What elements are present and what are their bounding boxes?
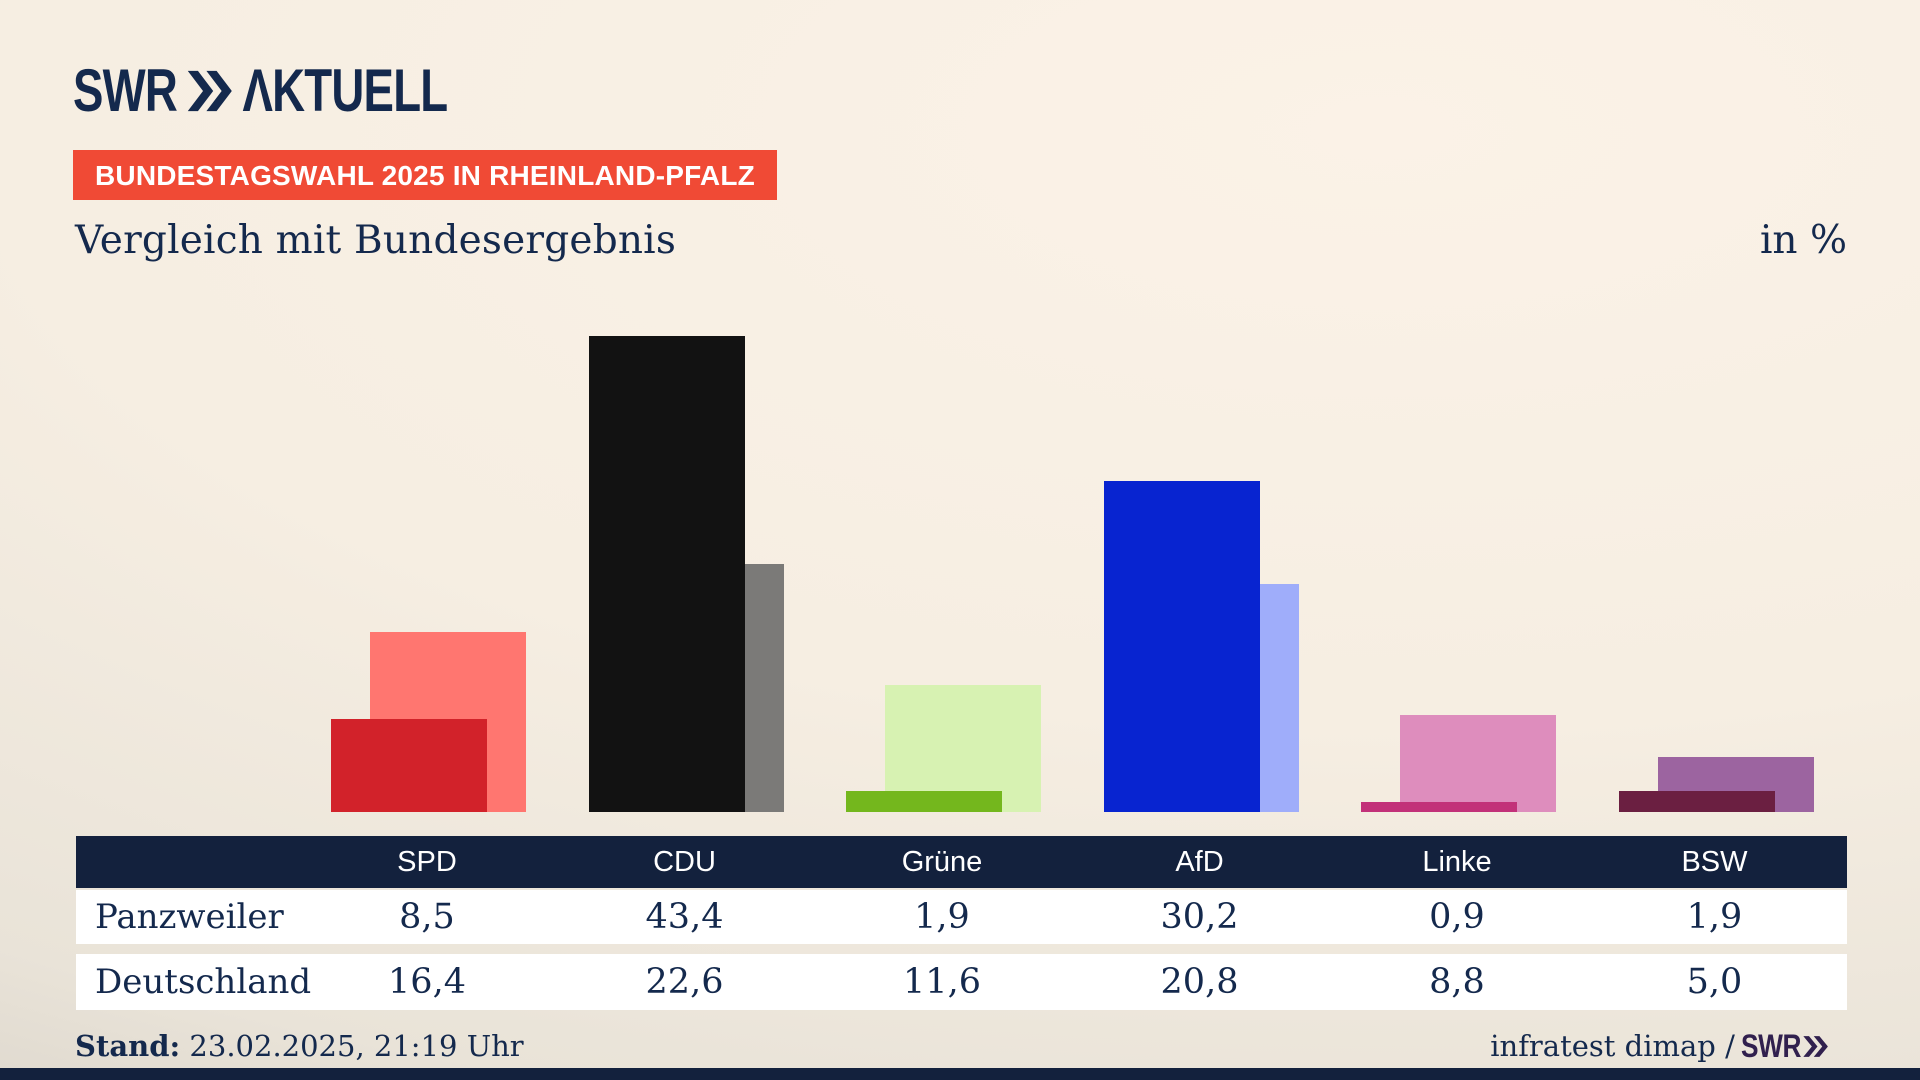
swr-footer-logo: SWR [1741, 1028, 1828, 1065]
cell-panzweiler-spd: 8,5 [399, 897, 455, 937]
table-row-panzweiler: Panzweiler 8,5 43,4 1,9 30,2 0,9 1,9 [76, 890, 1847, 944]
bar-spd-panzweiler [331, 719, 487, 812]
cell-deutschland-afd: 20,8 [1160, 962, 1239, 1002]
cell-deutschland-spd: 16,4 [388, 962, 466, 1002]
table-header-row: SPD CDU Grüne AfD Linke BSW [76, 836, 1847, 888]
stand-label: Stand: [75, 1029, 181, 1063]
unit-label: in % [1759, 218, 1847, 263]
bar-afd-panzweiler [1104, 481, 1260, 812]
bar-linke-deutschland [1400, 715, 1556, 812]
column-header-afd: AfD [1175, 845, 1224, 878]
stand-value: 23.02.2025, 21:19 Uhr [180, 1029, 524, 1063]
footer: Stand: 23.02.2025, 21:19 Uhr infratest d… [75, 1024, 1847, 1068]
cell-panzweiler-cdu: 43,4 [645, 897, 724, 937]
logo-aktuell-text: ΛKTUELL [242, 57, 448, 124]
table-row-deutschland: Deutschland 16,4 22,6 11,6 20,8 8,8 5,0 [76, 954, 1847, 1010]
results-table: SPD CDU Grüne AfD Linke BSW Panzweiler 8… [76, 836, 1847, 1010]
cell-panzweiler-afd: 30,2 [1160, 897, 1239, 937]
swr-double-chevron-icon [187, 70, 232, 111]
cell-panzweiler-gruene: 1,9 [914, 897, 970, 937]
cell-deutschland-gruene: 11,6 [903, 962, 981, 1002]
chart-title: Vergleich mit Bundesergebnis [75, 218, 677, 263]
election-badge: BUNDESTAGSWAHL 2025 IN RHEINLAND-PFALZ [73, 150, 777, 200]
bar-grne-deutschland [885, 685, 1041, 812]
column-header-bsw: BSW [1681, 845, 1748, 878]
source-credit: infratest dimap / SWR [1490, 1028, 1847, 1065]
cell-deutschland-bsw: 5,0 [1686, 962, 1743, 1002]
column-header-linke: Linke [1422, 845, 1492, 878]
column-header-cdu: CDU [653, 845, 716, 878]
timestamp: Stand: 23.02.2025, 21:19 Uhr [75, 1029, 524, 1063]
swr-double-chevron-icon [1803, 1035, 1828, 1057]
cell-panzweiler-linke: 0,9 [1429, 897, 1485, 937]
row-label: Panzweiler [95, 897, 284, 937]
bar-cdu-panzweiler [589, 336, 745, 812]
cell-panzweiler-bsw: 1,9 [1686, 897, 1743, 937]
bar-linke-panzweiler [1361, 802, 1517, 812]
column-header-spd: SPD [397, 845, 457, 878]
row-label: Deutschland [95, 962, 312, 1002]
bottom-bar [0, 1068, 1920, 1080]
bar-grne-panzweiler [846, 791, 1002, 812]
title-row: Vergleich mit Bundesergebnis in % [75, 218, 1847, 263]
column-header-gruene: Grüne [901, 845, 983, 878]
cell-deutschland-linke: 8,8 [1429, 962, 1485, 1002]
source-text: infratest dimap / [1490, 1029, 1735, 1063]
bar-bsw-panzweiler [1619, 791, 1775, 812]
logo-swr-text: SWR [73, 57, 178, 124]
cell-deutschland-cdu: 22,6 [645, 962, 724, 1002]
swr-aktuell-logo: SWR ΛKTUELL [73, 56, 448, 125]
